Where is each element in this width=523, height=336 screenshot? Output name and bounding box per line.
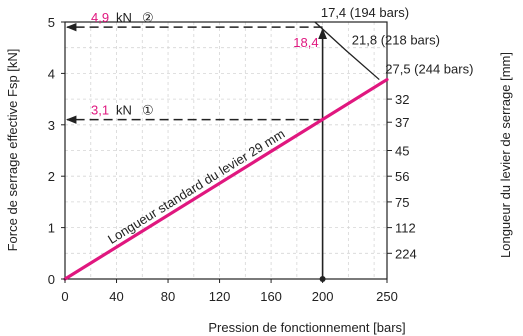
x-tick-label: 250 (376, 289, 398, 304)
marker-label: ① (142, 103, 154, 118)
annotation-labels: Longueur standard du levier 29 mm 17,4 (1… (91, 5, 473, 247)
data-layer (63, 21, 389, 282)
boundary-line (314, 21, 380, 81)
x-axis-title: Pression de fonctionnement [bars] (208, 320, 405, 335)
boundary-label: 21,8 (218 bars) (352, 32, 440, 47)
lever-scale-label: 32 (395, 92, 409, 107)
x-tick-label: 80 (161, 289, 175, 304)
lever-scale-label: 75 (395, 195, 409, 210)
lever-scale-label: 224 (395, 246, 417, 261)
y-tick-label: 0 (48, 272, 55, 287)
series-line-standard-lever (63, 77, 389, 281)
y-tick-label: 2 (48, 169, 55, 184)
x-tick-label: 40 (109, 289, 123, 304)
force-value-label: 3,1 (91, 103, 109, 118)
force-value-label: 4,9 (91, 10, 109, 25)
y-tick-label: 1 (48, 221, 55, 236)
lever-scale-label: 45 (395, 144, 409, 159)
x-tick-label: 120 (209, 289, 231, 304)
x-tick-label: 0 (61, 289, 68, 304)
y2-axis-title: Longueur du levier de serrage [mm] (498, 52, 513, 258)
lever-scale-label: 56 (395, 169, 409, 184)
boundary-label: 17,4 (194 bars) (321, 5, 409, 20)
boundary-label: 27,5 (244 bars) (385, 62, 473, 77)
y-tick-label: 3 (48, 118, 55, 133)
marker-label: ② (142, 10, 154, 25)
y-tick-label: 4 (48, 66, 55, 81)
x-tick-label: 160 (260, 289, 282, 304)
y-axis-title: Force de serrage effective Fsp [kN] (5, 49, 20, 252)
x-tick-label: 200 (312, 289, 334, 304)
y-tick-label: 5 (48, 15, 55, 30)
force-unit-label: kN (116, 103, 132, 118)
lever-scale-label: 112 (395, 221, 416, 236)
series-label: Longueur standard du levier 29 mm (105, 126, 287, 247)
force-unit-label: kN (116, 10, 132, 25)
lever-scale-label: 37 (395, 115, 409, 130)
lever-value-label: 18,4 (293, 35, 318, 50)
